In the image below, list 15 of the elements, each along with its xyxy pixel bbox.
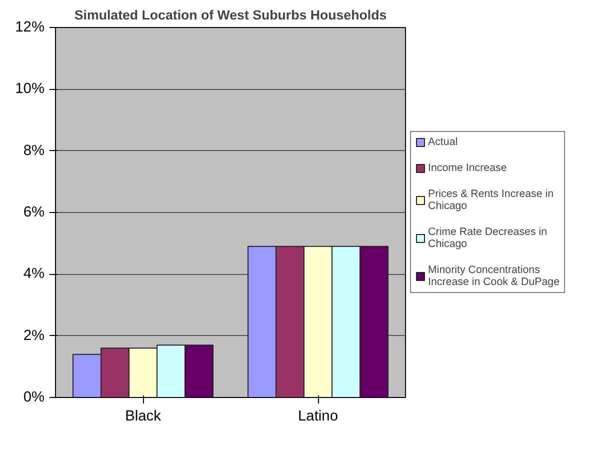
y-tick-label: 12% [15,20,45,36]
y-tick-label: 6% [23,204,45,220]
legend-label: Actual [428,136,458,148]
y-tick-label: 4% [23,266,45,282]
legend-label: Income Increase [428,162,507,174]
y-tick-label: 0% [23,390,45,406]
x-tick-label: Black [125,408,162,424]
legend-label: Crime Rate Decreases in Chicago [428,226,548,250]
legend-label: Minority Concentrations Increase in Cook & DuPage [428,264,560,288]
y-tick-label: 10% [15,81,45,98]
legend-label: Prices & Rents Increase in Chicago [428,188,554,212]
y-tick-label: 8% [23,142,45,159]
y-tick-label: 2% [23,328,45,344]
chart-title: Simulated Location of West Suburbs Households [74,8,387,22]
x-tick-label: Latino [298,408,338,424]
